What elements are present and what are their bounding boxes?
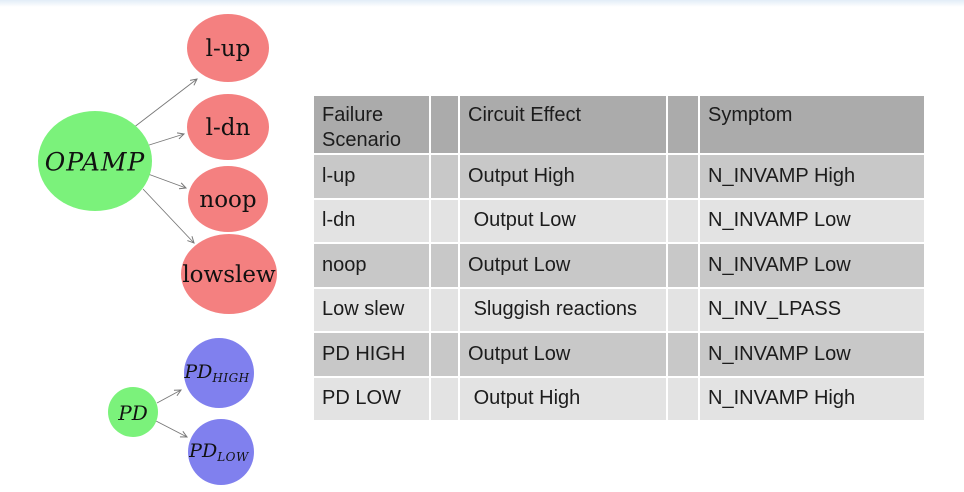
arrow-opamp-to-ldn bbox=[145, 132, 186, 147]
row-separator-cell bbox=[431, 155, 458, 198]
cell-failure-pdlow: PD LOW bbox=[314, 377, 429, 420]
arrow-opamp-to-lup bbox=[132, 78, 198, 129]
column-header-failure-scenario: Failure Scenario bbox=[314, 96, 429, 153]
cell-effect-ldn: Output Low bbox=[460, 199, 666, 242]
cell-symptom-lup: N_INVAMP High bbox=[700, 155, 924, 198]
pd-node-label: PD bbox=[117, 401, 148, 425]
ldn-node-label: l-dn bbox=[206, 115, 251, 141]
cell-symptom-pdlow: N_INVAMP High bbox=[700, 377, 924, 420]
pd-node bbox=[108, 387, 158, 437]
row-separator-cell bbox=[431, 244, 458, 287]
row-separator-cell bbox=[668, 244, 698, 287]
fault-tree-diagram: OPAMP l-up l-dn noop lowslew PD PDHIGH P… bbox=[38, 14, 277, 485]
pdlow-label-main: PD bbox=[188, 440, 217, 462]
lup-node-label: l-up bbox=[206, 36, 251, 62]
row-separator-cell bbox=[668, 377, 698, 420]
lowslew-node-label: lowslew bbox=[182, 262, 276, 288]
pdlow-label-subscript: LOW bbox=[216, 450, 250, 464]
noop-node-label: noop bbox=[199, 187, 256, 213]
cell-symptom-noop: N_INVAMP Low bbox=[700, 244, 924, 287]
lowslew-node bbox=[181, 234, 277, 314]
header-separator-cell bbox=[668, 96, 698, 153]
column-header-symptom: Symptom bbox=[700, 96, 924, 153]
cell-failure-noop: noop bbox=[314, 244, 429, 287]
pdhigh-node-label: PDHIGH bbox=[183, 361, 249, 385]
row-separator-cell bbox=[668, 333, 698, 376]
ldn-node bbox=[187, 94, 269, 160]
noop-node bbox=[188, 166, 268, 232]
cell-failure-lowslew: Low slew bbox=[314, 288, 429, 331]
row-separator-cell bbox=[431, 199, 458, 242]
pdhigh-label-main: PD bbox=[183, 361, 212, 383]
pdlow-node bbox=[188, 419, 254, 485]
cell-effect-pdlow: Output High bbox=[460, 377, 666, 420]
cell-symptom-ldn: N_INVAMP Low bbox=[700, 199, 924, 242]
row-separator-cell bbox=[668, 199, 698, 242]
cell-failure-lup: l-up bbox=[314, 155, 429, 198]
cell-effect-lowslew: Sluggish reactions bbox=[460, 288, 666, 331]
pdhigh-label-subscript: HIGH bbox=[211, 371, 249, 385]
row-separator-cell bbox=[431, 333, 458, 376]
cell-failure-pdhigh: PD HIGH bbox=[314, 333, 429, 376]
pdhigh-node bbox=[184, 338, 254, 408]
opamp-node-label: OPAMP bbox=[45, 148, 146, 177]
arrow-opamp-to-lowslew bbox=[142, 188, 195, 244]
window-top-edge-highlight bbox=[0, 0, 964, 7]
column-header-circuit-effect: Circuit Effect bbox=[460, 96, 666, 153]
opamp-node bbox=[38, 111, 152, 211]
lup-node bbox=[187, 14, 269, 82]
cell-effect-lup: Output High bbox=[460, 155, 666, 198]
arrow-pd-to-pdlow bbox=[155, 420, 188, 438]
header-separator-cell bbox=[431, 96, 458, 153]
pdlow-node-label: PDLOW bbox=[188, 440, 250, 464]
cell-failure-ldn: l-dn bbox=[314, 199, 429, 242]
row-separator-cell bbox=[431, 288, 458, 331]
failure-scenario-table: Failure Scenario Circuit Effect Symptom … bbox=[314, 96, 924, 420]
row-separator-cell bbox=[668, 155, 698, 198]
cell-effect-pdhigh: Output Low bbox=[460, 333, 666, 376]
row-separator-cell bbox=[431, 377, 458, 420]
row-separator-cell bbox=[668, 288, 698, 331]
cell-symptom-lowslew: N_INV_LPASS bbox=[700, 288, 924, 331]
arrow-pd-to-pdhigh bbox=[156, 389, 182, 404]
arrow-opamp-to-noop bbox=[147, 173, 188, 190]
cell-symptom-pdhigh: N_INVAMP Low bbox=[700, 333, 924, 376]
cell-effect-noop: Output Low bbox=[460, 244, 666, 287]
